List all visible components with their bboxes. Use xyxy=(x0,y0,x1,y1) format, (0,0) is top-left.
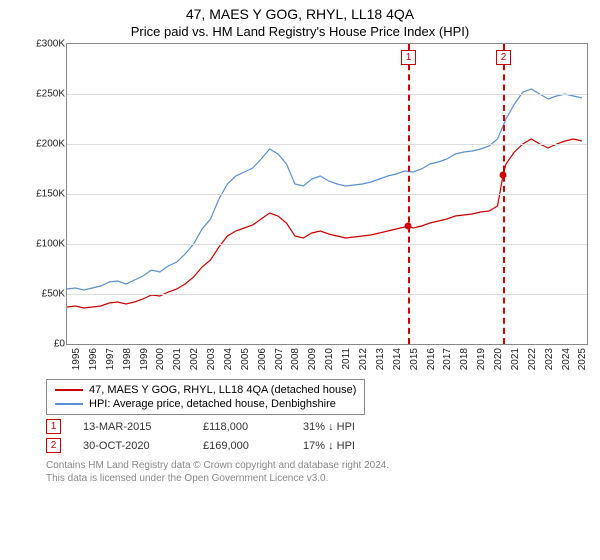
legend: 47, MAES Y GOG, RHYL, LL18 4QA (detached… xyxy=(46,379,365,415)
x-axis-label: 2003 xyxy=(206,348,217,370)
x-axis-label: 2000 xyxy=(155,348,166,370)
chart-area: £0£50K£100K£150K£200K£250K£300K199519961… xyxy=(36,43,596,373)
legend-label-price: 47, MAES Y GOG, RHYL, LL18 4QA (detached… xyxy=(89,384,356,396)
x-axis-label: 1995 xyxy=(71,348,82,370)
chart-title: 47, MAES Y GOG, RHYL, LL18 4QA xyxy=(0,0,600,22)
event-row-marker: 1 xyxy=(46,419,61,434)
y-axis-label: £200K xyxy=(29,139,65,150)
x-axis-label: 1996 xyxy=(88,348,99,370)
event-marker: 2 xyxy=(496,50,511,65)
x-axis-label: 2023 xyxy=(544,348,555,370)
x-axis-label: 2012 xyxy=(358,348,369,370)
event-price: £118,000 xyxy=(203,421,303,433)
x-axis-label: 2015 xyxy=(409,348,420,370)
legend-swatch-hpi xyxy=(55,403,83,405)
x-axis-label: 2004 xyxy=(223,348,234,370)
x-axis-label: 1997 xyxy=(105,348,116,370)
x-axis-label: 2010 xyxy=(324,348,335,370)
x-axis-label: 2019 xyxy=(476,348,487,370)
x-axis-label: 2002 xyxy=(189,348,200,370)
event-marker: 1 xyxy=(401,50,416,65)
y-axis-label: £50K xyxy=(29,289,65,300)
y-axis-label: £150K xyxy=(29,189,65,200)
gridline xyxy=(67,294,587,295)
event-row: 2 30-OCT-2020£169,00017% ↓ HPI xyxy=(46,438,600,453)
x-axis-label: 2025 xyxy=(577,348,588,370)
y-axis-label: £250K xyxy=(29,89,65,100)
event-dashline xyxy=(408,44,410,344)
chart-subtitle: Price paid vs. HM Land Registry's House … xyxy=(0,22,600,43)
event-delta: 31% ↓ HPI xyxy=(303,421,355,433)
x-axis-label: 2005 xyxy=(240,348,251,370)
event-delta: 17% ↓ HPI xyxy=(303,440,355,452)
event-row: 1 13-MAR-2015£118,00031% ↓ HPI xyxy=(46,419,600,434)
footer: Contains HM Land Registry data © Crown c… xyxy=(46,459,600,485)
legend-swatch-price xyxy=(55,389,83,391)
x-axis-label: 2007 xyxy=(274,348,285,370)
event-date: 30-OCT-2020 xyxy=(83,440,203,452)
event-row-marker: 2 xyxy=(46,438,61,453)
x-axis-label: 2011 xyxy=(341,348,352,370)
gridline xyxy=(67,244,587,245)
y-axis-label: £0 xyxy=(29,339,65,350)
x-axis-label: 2017 xyxy=(442,348,453,370)
event-dot xyxy=(405,223,412,230)
legend-item-hpi: HPI: Average price, detached house, Denb… xyxy=(55,397,356,411)
x-axis-label: 2022 xyxy=(527,348,538,370)
event-price: £169,000 xyxy=(203,440,303,452)
y-axis-label: £100K xyxy=(29,239,65,250)
event-dot xyxy=(500,172,507,179)
x-axis-label: 2024 xyxy=(561,348,572,370)
x-axis-label: 2021 xyxy=(510,348,521,370)
event-dashline xyxy=(503,44,505,344)
x-axis-label: 2020 xyxy=(493,348,504,370)
event-date: 13-MAR-2015 xyxy=(83,421,203,433)
y-axis-label: £300K xyxy=(29,39,65,50)
gridline xyxy=(67,94,587,95)
x-axis-label: 2018 xyxy=(459,348,470,370)
x-axis-label: 2001 xyxy=(172,348,183,370)
gridline xyxy=(67,194,587,195)
gridline xyxy=(67,144,587,145)
legend-item-price: 47, MAES Y GOG, RHYL, LL18 4QA (detached… xyxy=(55,383,356,397)
event-table: 1 13-MAR-2015£118,00031% ↓ HPI 2 30-OCT-202… xyxy=(46,419,600,453)
footer-line1: Contains HM Land Registry data © Crown c… xyxy=(46,459,600,472)
plot-region: £0£50K£100K£150K£200K£250K£300K199519961… xyxy=(66,43,588,345)
x-axis-label: 2009 xyxy=(307,348,318,370)
x-axis-label: 2008 xyxy=(290,348,301,370)
x-axis-label: 2016 xyxy=(426,348,437,370)
x-axis-label: 1999 xyxy=(139,348,150,370)
footer-line2: This data is licensed under the Open Gov… xyxy=(46,472,600,485)
x-axis-label: 2013 xyxy=(375,348,386,370)
x-axis-label: 2006 xyxy=(257,348,268,370)
x-axis-label: 1998 xyxy=(122,348,133,370)
legend-label-hpi: HPI: Average price, detached house, Denb… xyxy=(89,398,336,410)
x-axis-label: 2014 xyxy=(392,348,403,370)
